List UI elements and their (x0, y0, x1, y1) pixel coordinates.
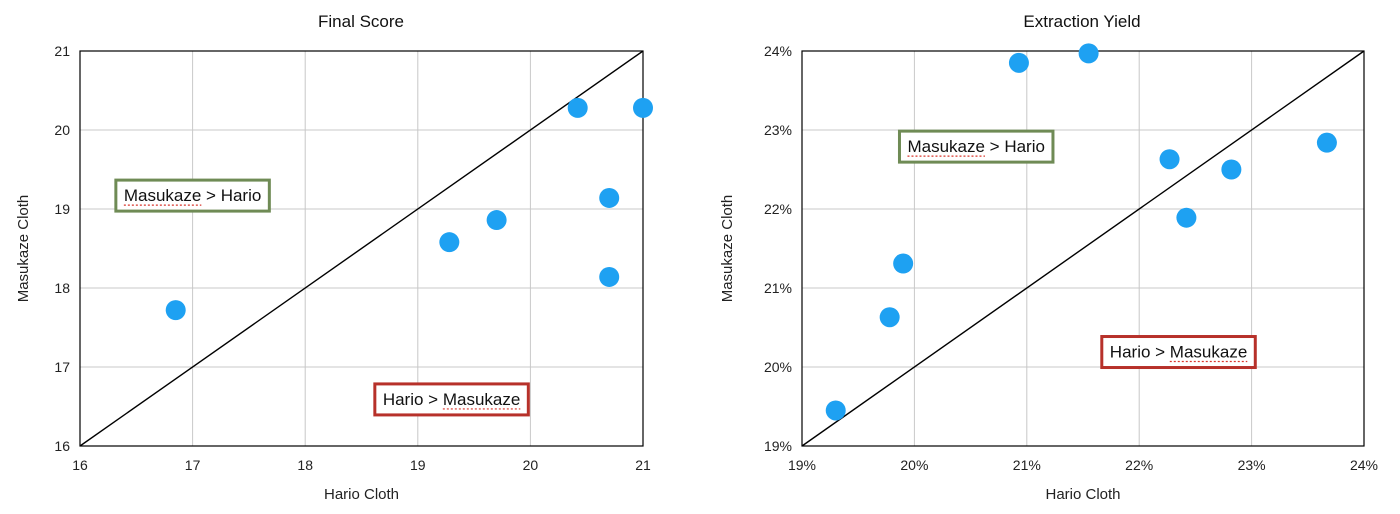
y-tick-label: 19% (764, 438, 792, 454)
chart-title: Final Score (318, 12, 404, 31)
y-tick-label: 17 (54, 359, 70, 375)
x-axis-label: Hario Cloth (324, 486, 399, 503)
x-tick-label: 21% (1013, 457, 1041, 473)
y-tick-label: 20 (54, 122, 70, 138)
annotation-label: Masukaze > Hario (124, 186, 261, 205)
x-tick-label: 20% (900, 457, 928, 473)
data-point (486, 210, 507, 231)
y-tick-label: 21% (764, 280, 792, 296)
x-axis-label: Hario Cloth (1045, 486, 1120, 503)
chart-0: 16 17 18 19 20 21 16 17 18 19 20 21 Final Score Hario… (15, 12, 653, 503)
reference-line (79, 50, 644, 447)
data-point (1176, 207, 1197, 228)
x-tick-label: 24% (1350, 457, 1378, 473)
x-tick-label: 23% (1238, 457, 1266, 473)
x-tick-label: 21 (635, 457, 651, 473)
reference-line (801, 50, 1365, 447)
annotation: Masukaze > Hario (897, 129, 1055, 164)
x-tick-label: 17 (185, 457, 201, 473)
plot-frame (79, 50, 644, 447)
data-point (599, 266, 620, 287)
annotation: Hario > Masukaze (1100, 335, 1257, 370)
y-tick-label: 24% (764, 43, 792, 59)
annotation-label: Hario > Masukaze (383, 390, 520, 409)
y-tick-label: 19 (54, 201, 70, 217)
annotation-box (1100, 335, 1257, 370)
y-tick-label: 22% (764, 201, 792, 217)
data-point (825, 400, 846, 421)
y-axis-label: Masukaze Cloth (719, 195, 736, 303)
y-tick-label: 23% (764, 122, 792, 138)
annotation-box (897, 129, 1055, 164)
annotation: Hario > Masukaze (373, 382, 530, 417)
annotation-box (114, 178, 271, 213)
y-axis-label: Masukaze Cloth (15, 195, 32, 303)
annotation-label: Hario > Masukaze (1110, 343, 1247, 362)
data-point (633, 97, 653, 118)
annotation-box (373, 382, 530, 417)
x-tick-label: 19 (410, 457, 426, 473)
x-tick-label: 16 (72, 457, 88, 473)
data-point (1159, 149, 1180, 170)
annotation-label: Masukaze > Hario (907, 137, 1044, 156)
data-point (893, 253, 914, 274)
data-point (879, 307, 900, 328)
data-point (1221, 159, 1242, 180)
y-tick-label: 18 (54, 280, 70, 296)
data-point (1316, 132, 1337, 153)
data-point (1078, 43, 1099, 64)
data-point (599, 187, 620, 208)
data-point (165, 300, 186, 321)
x-tick-label: 18 (297, 457, 313, 473)
data-point (1008, 52, 1029, 73)
data-point (567, 97, 588, 118)
y-tick-label: 21 (54, 43, 70, 59)
annotation: Masukaze > Hario (114, 178, 271, 213)
chart-title: Extraction Yield (1023, 12, 1140, 31)
chart-1: 19% 20% 21% 22% 23% 24% 19% 20% 21% 22% 23% 24% Extr… (719, 12, 1378, 503)
x-tick-label: 22% (1125, 457, 1153, 473)
y-tick-label: 20% (764, 359, 792, 375)
x-tick-label: 20 (523, 457, 539, 473)
data-point (439, 232, 460, 253)
y-tick-label: 16 (54, 438, 70, 454)
x-tick-label: 19% (788, 457, 816, 473)
